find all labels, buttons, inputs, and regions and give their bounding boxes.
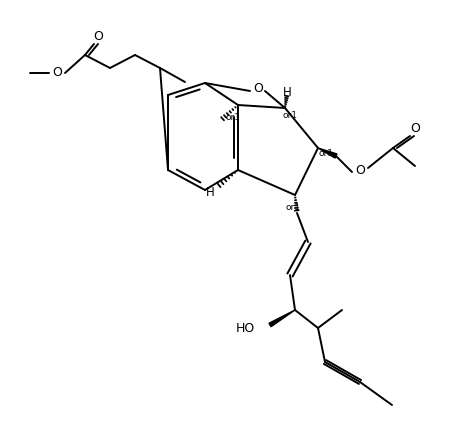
Text: or1: or1 (286, 203, 301, 211)
Text: O: O (52, 66, 62, 79)
Text: O: O (410, 122, 420, 135)
Polygon shape (269, 310, 295, 327)
Text: O: O (355, 164, 365, 177)
Text: O: O (253, 82, 263, 95)
Polygon shape (318, 148, 337, 158)
Text: or1: or1 (283, 112, 297, 121)
Text: or1: or1 (226, 112, 241, 122)
Text: H: H (206, 185, 214, 198)
Text: or1: or1 (319, 148, 334, 158)
Text: H: H (283, 85, 291, 99)
Text: O: O (93, 30, 103, 43)
Text: HO: HO (236, 322, 255, 335)
